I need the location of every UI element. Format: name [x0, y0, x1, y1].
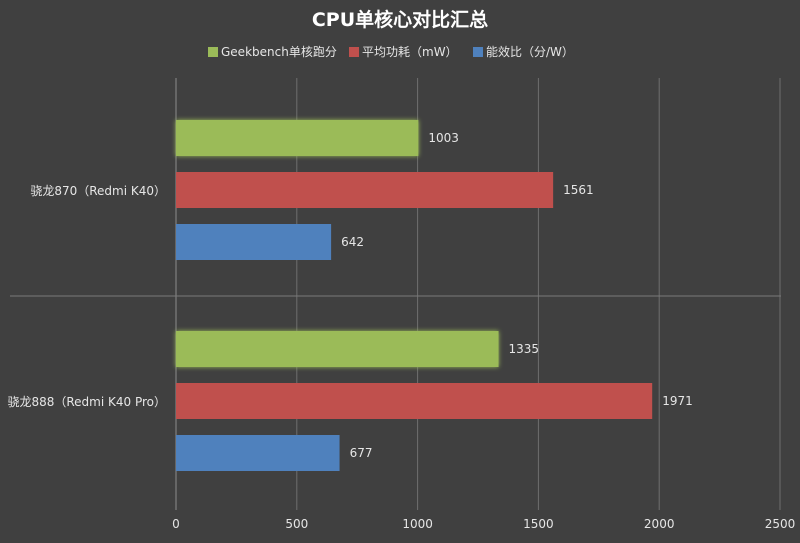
x-tick-label: 1500 [523, 517, 554, 531]
x-tick-label: 0 [172, 517, 180, 531]
bars [176, 120, 653, 471]
category-label-888: 骁龙888（Redmi K40 Pro） [7, 395, 166, 409]
data-label: 1003 [428, 131, 459, 145]
data-labels: 1003 1561 642 1335 1971 677 [341, 131, 693, 460]
bar [176, 383, 653, 419]
bar [176, 172, 554, 208]
bar [176, 435, 340, 471]
x-axis-ticks: 0 500 1000 1500 2000 2500 [172, 517, 795, 531]
legend-label-efficiency: 能效比（分/W） [486, 44, 574, 59]
legend-label-power: 平均功耗（mW） [362, 45, 458, 59]
x-tick-label: 1000 [402, 517, 433, 531]
legend: Geekbench单核跑分 平均功耗（mW） 能效比（分/W） [208, 44, 574, 59]
legend-swatch-power [349, 47, 359, 57]
category-label-870: 骁龙870（Redmi K40） [30, 184, 166, 198]
chart-title: CPU单核心对比汇总 [312, 8, 488, 31]
legend-swatch-efficiency [473, 47, 483, 57]
legend-item-geekbench: Geekbench单核跑分 [208, 45, 337, 59]
data-label: 1335 [509, 342, 540, 356]
category-labels: 骁龙870（Redmi K40） 骁龙888（Redmi K40 Pro） [7, 184, 166, 409]
data-label: 1971 [662, 394, 693, 408]
data-label: 677 [350, 446, 373, 460]
legend-item-efficiency: 能效比（分/W） [473, 44, 574, 59]
legend-item-power: 平均功耗（mW） [349, 45, 458, 59]
x-tick-label: 2500 [765, 517, 796, 531]
data-label: 642 [341, 235, 364, 249]
legend-label-geekbench: Geekbench单核跑分 [221, 45, 337, 59]
legend-swatch-geekbench [208, 47, 218, 57]
bar [176, 224, 332, 260]
x-tick-label: 500 [285, 517, 308, 531]
data-label: 1561 [563, 183, 594, 197]
bar [176, 120, 419, 156]
x-tick-label: 2000 [644, 517, 675, 531]
bar [176, 331, 499, 367]
